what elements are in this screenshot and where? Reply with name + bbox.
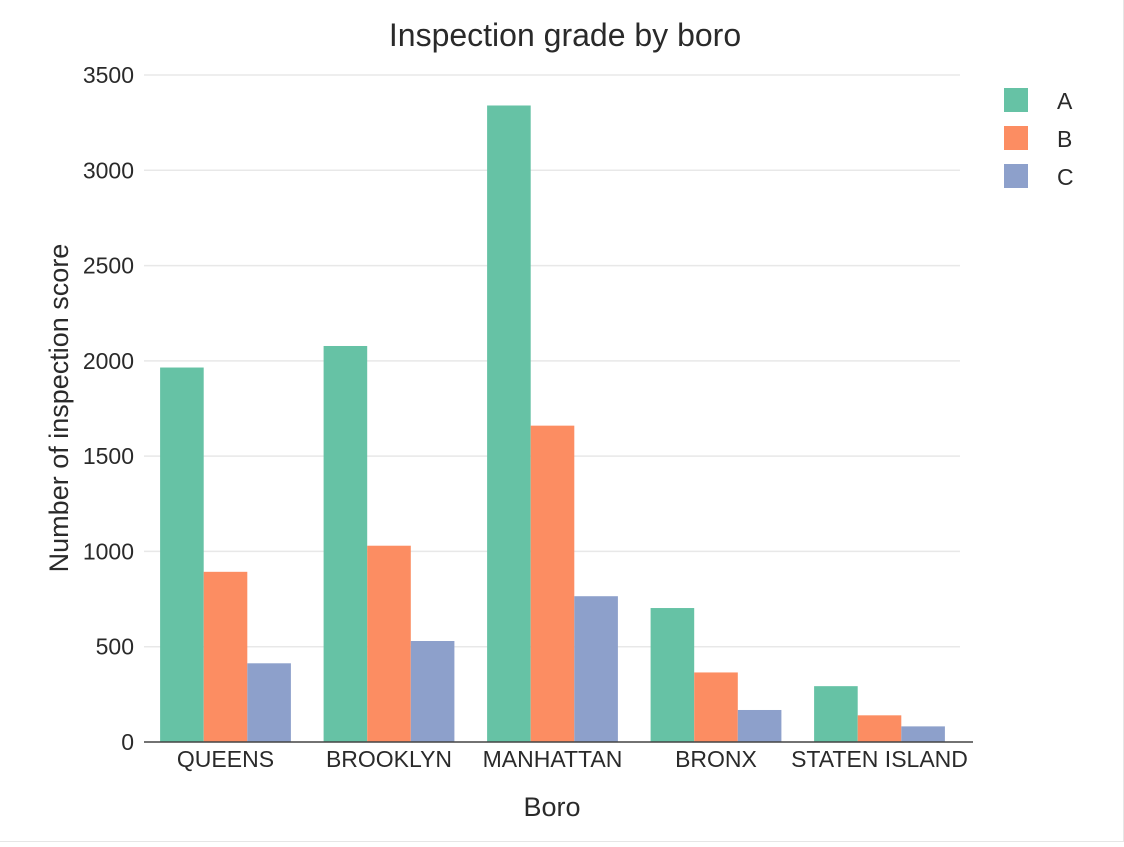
x-axis-ticks: QUEENS BROOKLYN MANHATTAN BRONX STATEN ISLAN… [177, 746, 968, 772]
x-tick-label: BRONX [675, 746, 757, 772]
bar-b-bronx[interactable] [694, 672, 738, 742]
legend-label-a[interactable]: A [1057, 88, 1073, 114]
bar-b-staten-island[interactable] [857, 715, 902, 742]
bar-c-manhattan[interactable] [574, 596, 618, 742]
chart-title: Inspection grade by boro [389, 17, 741, 53]
bar-a-queens[interactable] [160, 367, 204, 742]
bar-c-bronx[interactable] [737, 709, 782, 742]
x-tick-label: STATEN ISLAND [791, 746, 968, 772]
y-tick-label: 500 [96, 634, 134, 660]
legend-swatch-b[interactable] [1004, 126, 1028, 150]
bar-a-manhattan[interactable] [487, 105, 531, 742]
x-tick-label: BROOKLYN [326, 746, 452, 772]
y-tick-label: 2500 [83, 253, 134, 279]
legend-label-c[interactable]: C [1057, 164, 1074, 190]
y-tick-label: 2000 [83, 348, 134, 374]
legend-swatch-a[interactable] [1004, 88, 1028, 112]
bar-a-brooklyn[interactable] [323, 345, 368, 742]
bar-b-queens[interactable] [203, 571, 248, 742]
bar-a-staten-island[interactable] [814, 686, 858, 742]
y-tick-label: 3000 [83, 157, 134, 183]
x-tick-label: MANHATTAN [483, 746, 623, 772]
y-axis-ticks: 0 500 1000 1500 2000 2500 3000 3500 [83, 62, 134, 755]
y-tick-label: 1500 [83, 443, 134, 469]
x-tick-label: QUEENS [177, 746, 274, 772]
bar-b-brooklyn[interactable] [367, 545, 411, 742]
y-tick-label: 1000 [83, 538, 134, 564]
bar-a-bronx[interactable] [650, 608, 695, 742]
y-tick-label: 3500 [83, 62, 134, 88]
bar-c-queens[interactable] [247, 663, 291, 742]
legend-swatch-c[interactable] [1004, 164, 1028, 188]
bar-b-manhattan[interactable] [530, 425, 575, 742]
bar-c-brooklyn[interactable] [410, 640, 455, 742]
legend-label-b[interactable]: B [1057, 126, 1072, 152]
legend[interactable]: ABC [1004, 88, 1074, 190]
x-axis-title: Boro [523, 792, 580, 822]
y-axis-title: Number of inspection score [44, 244, 74, 573]
y-tick-label: 0 [121, 729, 134, 755]
bars [160, 105, 945, 742]
bar-c-staten-island[interactable] [901, 726, 945, 742]
